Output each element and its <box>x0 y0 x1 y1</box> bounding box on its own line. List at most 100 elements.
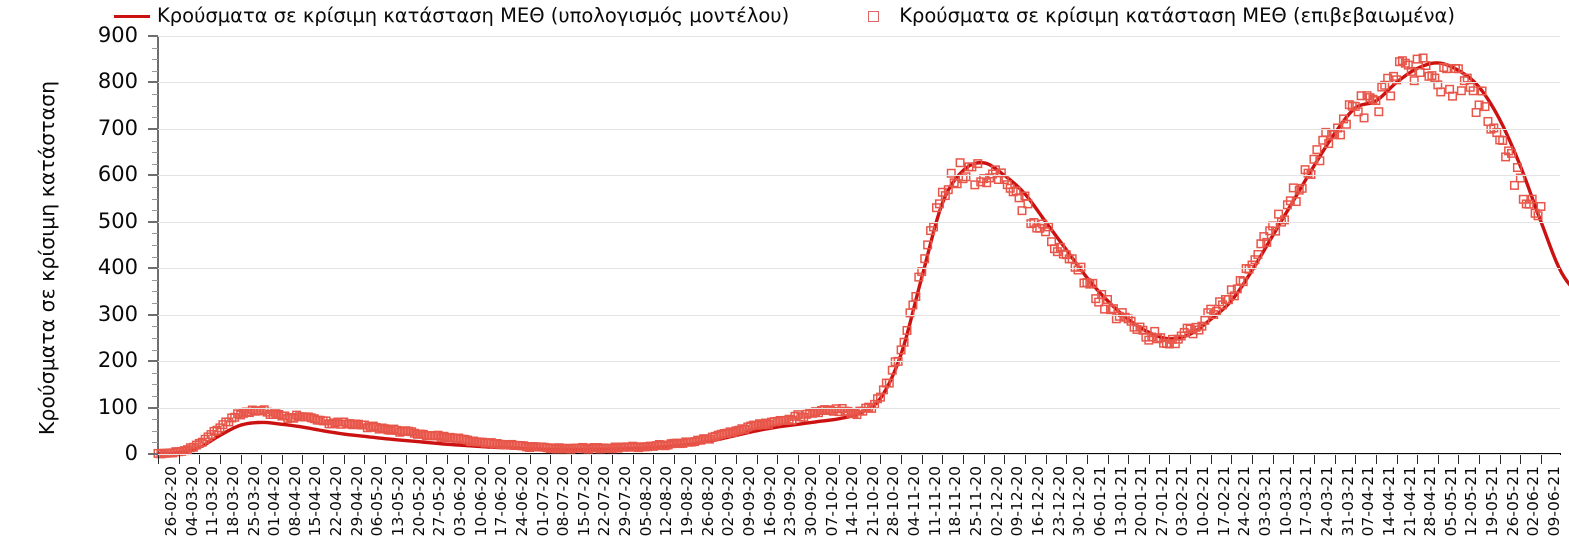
observed-data-point <box>1394 57 1404 67</box>
x-axis-tick <box>1479 455 1481 464</box>
observed-data-point <box>1049 244 1059 254</box>
observed-data-point <box>1100 304 1110 314</box>
x-axis-tick <box>1128 455 1130 464</box>
observed-data-point <box>542 443 552 453</box>
observed-data-point <box>271 409 281 419</box>
x-axis-tick <box>426 455 428 464</box>
x-axis-tick <box>859 455 861 464</box>
legend-item-observed[interactable]: Κρούσματα σε κρίσιμη κατάσταση ΜΕΘ (επιβ… <box>855 6 1455 26</box>
observed-data-point <box>595 444 605 454</box>
observed-data-point <box>1156 333 1166 343</box>
x-axis-tick <box>797 455 799 464</box>
observed-data-point <box>469 436 479 446</box>
x-axis-tick <box>674 455 676 464</box>
y-axis-minor-tick <box>152 117 158 119</box>
x-axis-tick-label: 29-04-20 <box>347 466 366 537</box>
observed-data-point <box>873 394 883 404</box>
gridline <box>158 454 1560 455</box>
y-axis-minor-tick <box>152 198 158 200</box>
observed-data-point <box>492 439 502 449</box>
gridline <box>158 407 1560 409</box>
x-axis-tick-label: 03-02-21 <box>1173 466 1192 537</box>
observed-data-point <box>1191 322 1201 332</box>
y-axis-minor-tick <box>152 372 158 374</box>
observed-data-point <box>1017 206 1027 216</box>
x-axis-tick-label: 10-02-21 <box>1194 466 1213 537</box>
observed-data-point <box>1374 107 1384 117</box>
x-axis-tick <box>1355 455 1357 464</box>
x-axis-tick <box>1045 455 1047 464</box>
observed-data-point <box>280 411 290 421</box>
observed-data-point <box>973 159 983 169</box>
observed-markers-group <box>153 53 1546 459</box>
x-axis-tick <box>632 455 634 464</box>
observed-data-point <box>578 442 588 452</box>
observed-data-point <box>1368 94 1378 104</box>
observed-data-point <box>306 413 316 423</box>
y-axis-minor-tick <box>152 163 158 165</box>
x-axis-tick <box>1148 455 1150 464</box>
x-axis-tick <box>839 455 841 464</box>
observed-data-point <box>1504 146 1514 156</box>
observed-data-point <box>1132 324 1142 334</box>
observed-data-point <box>327 419 337 429</box>
x-axis-tick-label: 06-01-21 <box>1090 466 1109 537</box>
observed-data-point <box>433 430 443 440</box>
x-axis-tick <box>446 455 448 464</box>
observed-data-point <box>651 441 661 451</box>
observed-data-point <box>259 405 269 415</box>
observed-data-point <box>1400 58 1410 68</box>
y-axis-tick <box>148 406 158 409</box>
observed-data-point <box>1471 108 1481 118</box>
observed-data-point <box>1306 169 1316 179</box>
observed-data-point <box>911 291 921 301</box>
x-axis-tick <box>694 455 696 464</box>
observed-data-point <box>1321 127 1331 137</box>
observed-data-point <box>454 433 464 443</box>
observed-data-point <box>1235 276 1245 286</box>
x-axis-tick <box>591 455 593 464</box>
observed-data-point <box>1259 232 1269 242</box>
observed-data-point <box>902 325 912 335</box>
observed-data-point <box>1279 215 1289 225</box>
observed-data-point <box>1415 68 1425 78</box>
observed-data-point <box>781 415 791 425</box>
observed-data-point <box>286 412 296 422</box>
observed-data-point <box>634 443 644 453</box>
x-axis-tick-label: 24-03-21 <box>1317 466 1336 537</box>
x-axis-tick <box>1499 455 1501 464</box>
observed-data-point <box>1509 180 1519 190</box>
x-axis-tick-label: 09-12-20 <box>1008 466 1027 537</box>
x-axis-tick-label: 26-02-20 <box>162 466 180 537</box>
y-axis-tick-label: 600 <box>97 162 138 187</box>
observed-data-point <box>648 441 658 451</box>
observed-data-point <box>1498 135 1508 145</box>
observed-data-point <box>1055 242 1065 252</box>
observed-data-point <box>1409 76 1419 86</box>
data-series-layer <box>153 53 1569 459</box>
observed-data-point <box>519 441 529 451</box>
observed-data-point <box>1344 100 1354 110</box>
observed-data-point <box>654 440 664 450</box>
y-axis-minor-tick <box>152 326 158 328</box>
observed-data-point <box>1218 300 1228 310</box>
observed-data-point <box>1489 123 1499 133</box>
observed-data-point <box>1271 226 1281 236</box>
observed-data-point <box>377 423 387 433</box>
observed-data-point <box>321 416 331 426</box>
x-axis-tick-label: 04-03-20 <box>182 466 201 537</box>
observed-data-point <box>828 406 838 416</box>
x-axis-tick-label: 24-06-20 <box>512 466 531 537</box>
x-axis-tick <box>1396 455 1398 464</box>
observed-data-point <box>743 422 753 432</box>
y-axis-minor-tick <box>152 152 158 154</box>
observed-data-point <box>1288 183 1298 193</box>
observed-data-point <box>1392 75 1402 85</box>
x-axis-tick-label: 01-04-20 <box>265 466 284 537</box>
observed-data-point <box>362 423 372 433</box>
observed-data-point <box>283 413 293 423</box>
legend-item-model[interactable]: Κρούσματα σε κρίσιμη κατάσταση ΜΕΘ (υπολ… <box>114 6 789 26</box>
observed-data-point <box>197 437 207 447</box>
x-axis-tick-label: 17-03-21 <box>1297 466 1316 537</box>
x-axis-tick <box>281 455 283 464</box>
